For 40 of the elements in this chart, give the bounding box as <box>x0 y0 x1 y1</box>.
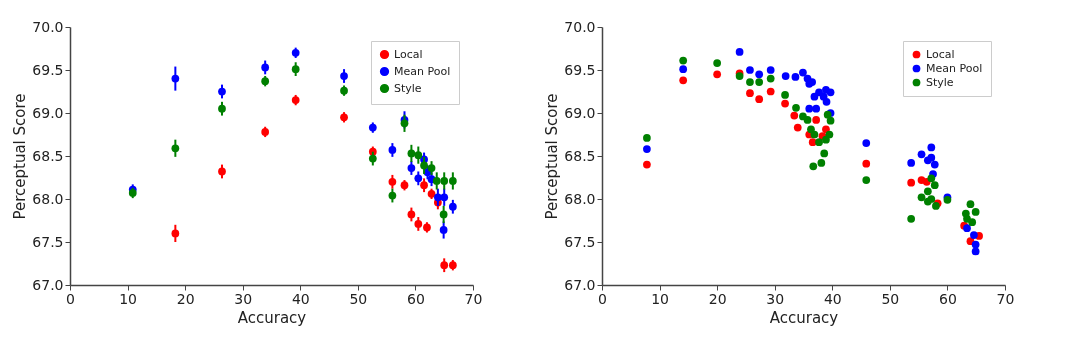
y-tick-label: 68.5 <box>564 147 596 164</box>
x-tick-label: 50 <box>881 290 900 307</box>
x-tick-label: 10 <box>651 290 669 307</box>
x-tick-label: 60 <box>939 290 957 307</box>
y-tick-label: 68.0 <box>32 190 64 207</box>
legend-label: Local <box>394 47 423 61</box>
y-tick-label: 69.0 <box>564 104 596 121</box>
legend-label: Local <box>926 47 955 61</box>
x-tick-label: 70 <box>464 290 483 307</box>
x-tick-label: 40 <box>291 290 310 307</box>
y-tick-label: 69.5 <box>32 61 64 78</box>
y-tick-label: 69.0 <box>32 104 64 121</box>
y-tick-label: 67.5 <box>564 233 596 250</box>
y-tick-label: 68.5 <box>32 147 64 164</box>
legend-label: Style <box>394 81 422 95</box>
legend-label: Mean Pool <box>394 64 451 78</box>
x-tick-label: 20 <box>708 290 727 307</box>
x-tick-label: 20 <box>176 290 195 307</box>
x-tick-label: 0 <box>598 290 607 307</box>
y-tick-label: 69.5 <box>564 61 596 78</box>
y-tick-label: 68.0 <box>564 190 596 207</box>
x-tick-label: 10 <box>119 290 137 307</box>
legend-label: Mean Pool <box>926 61 983 75</box>
x-tick-label: 70 <box>996 290 1015 307</box>
x-axis-title: Accuracy <box>237 308 307 327</box>
y-tick-label: 70.0 <box>32 18 64 35</box>
y-tick-label: 70.0 <box>564 18 596 35</box>
y-axis-title: Perceptual Score <box>11 93 30 220</box>
x-tick-label: 30 <box>234 290 253 307</box>
x-tick-label: 30 <box>766 290 785 307</box>
x-tick-label: 0 <box>66 290 75 307</box>
y-tick-label: 67.5 <box>32 233 64 250</box>
x-axis-title: Accuracy <box>769 308 839 327</box>
y-axis-title: Perceptual Score <box>543 93 562 220</box>
x-tick-label: 50 <box>349 290 368 307</box>
y-tick-label: 67.0 <box>32 276 64 293</box>
y-tick-label: 67.0 <box>564 276 596 293</box>
x-tick-label: 60 <box>407 290 425 307</box>
x-tick-label: 40 <box>823 290 842 307</box>
legend-label: Style <box>926 75 954 89</box>
